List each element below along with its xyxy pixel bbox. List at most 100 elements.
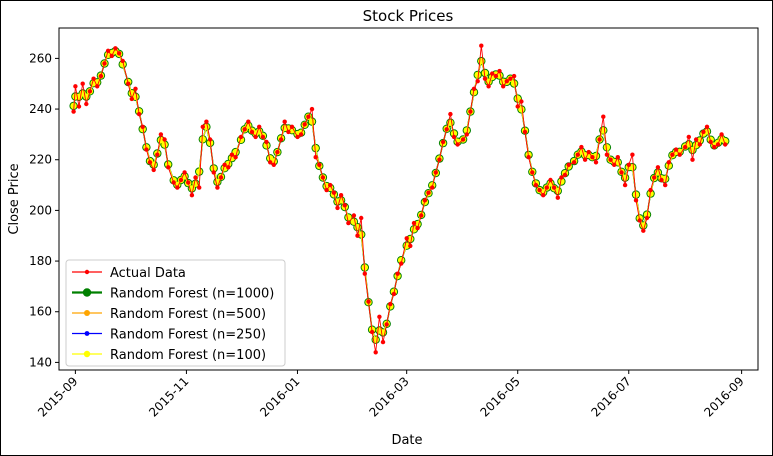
data-point: [182, 170, 187, 175]
data-point: [204, 119, 209, 124]
data-point: [586, 149, 591, 155]
data-point: [615, 155, 620, 160]
data-point: [373, 350, 378, 355]
data-point: [582, 157, 588, 162]
data-point: [211, 170, 216, 175]
data-point: [186, 180, 191, 185]
data-point: [286, 129, 291, 135]
data-point: [470, 89, 478, 96]
data-point: [464, 132, 469, 137]
data-point: [309, 106, 315, 112]
data-point: [723, 142, 728, 147]
data-point: [533, 182, 539, 188]
data-point: [320, 175, 326, 180]
data-point: [120, 58, 125, 64]
data-point: [463, 127, 470, 134]
data-point: [626, 162, 631, 167]
data-point: [289, 124, 295, 129]
data-point: [196, 168, 203, 175]
data-point: [369, 329, 375, 335]
data-point: [126, 81, 131, 86]
data-point: [537, 187, 542, 193]
data-point: [548, 177, 553, 183]
data-point: [384, 322, 389, 327]
data-point: [604, 152, 610, 157]
data-point: [246, 119, 251, 124]
data-point: [590, 155, 595, 160]
x-tick-label: 2015-11: [146, 374, 191, 419]
data-point: [366, 299, 371, 304]
x-tick-label: 2015-09: [35, 374, 80, 419]
data-point: [312, 144, 319, 152]
legend-label: Random Forest (n=500): [110, 307, 266, 322]
data-point: [652, 175, 657, 180]
data-point: [603, 144, 611, 151]
legend-box: [65, 259, 286, 367]
data-point: [263, 142, 270, 149]
data-point: [468, 109, 473, 114]
data-point: [683, 144, 688, 150]
data-point: [612, 162, 617, 167]
y-tick-label: 180: [29, 254, 52, 268]
data-point: [665, 162, 672, 169]
data-point: [712, 144, 717, 150]
data-point: [380, 339, 386, 345]
data-point: [282, 119, 287, 124]
data-point: [437, 157, 442, 162]
data-point: [242, 127, 247, 132]
data-point: [80, 81, 85, 86]
data-point: [161, 141, 168, 148]
data-point: [693, 137, 699, 142]
data-point: [504, 79, 509, 84]
data-point: [271, 162, 276, 167]
data-point: [151, 167, 156, 173]
data-point: [298, 132, 304, 137]
data-point: [116, 51, 122, 56]
data-point: [481, 69, 489, 77]
data-point: [199, 136, 206, 143]
data-point: [342, 203, 347, 208]
data-point: [178, 177, 184, 183]
data-point: [497, 68, 502, 74]
data-point: [71, 109, 76, 114]
data-point: [408, 243, 413, 249]
data-point: [648, 187, 653, 193]
data-point: [482, 76, 488, 81]
legend-marker: [84, 331, 90, 336]
data-point: [324, 187, 329, 193]
data-point: [673, 147, 679, 152]
data-point: [229, 152, 235, 157]
data-point: [571, 160, 577, 165]
data-point: [249, 129, 255, 135]
data-point: [566, 162, 571, 167]
data-point: [415, 225, 420, 231]
data-point: [547, 180, 554, 187]
data-point: [630, 152, 635, 157]
data-point: [129, 96, 134, 102]
data-point: [474, 71, 481, 79]
data-point: [113, 46, 118, 51]
legend-label: Random Forest (n=100): [110, 348, 266, 363]
data-point: [102, 61, 107, 66]
data-point: [388, 301, 393, 307]
data-point: [359, 215, 364, 221]
data-point: [448, 111, 453, 117]
data-point: [444, 127, 449, 132]
chart-title: Stock Prices: [363, 7, 454, 25]
data-point: [519, 99, 524, 104]
data-point: [637, 218, 642, 223]
data-point: [555, 195, 560, 200]
data-point: [559, 175, 564, 180]
data-point: [644, 215, 650, 221]
legend-marker: [82, 288, 92, 297]
data-point: [490, 71, 495, 76]
data-point: [510, 80, 518, 87]
data-point: [391, 291, 397, 297]
data-point: [222, 162, 227, 167]
data-point: [207, 137, 213, 142]
data-point: [551, 185, 557, 190]
data-point: [166, 165, 171, 170]
legend: Actual Data Random Forest (n=1000) Random …: [65, 259, 286, 367]
data-point: [641, 228, 646, 233]
